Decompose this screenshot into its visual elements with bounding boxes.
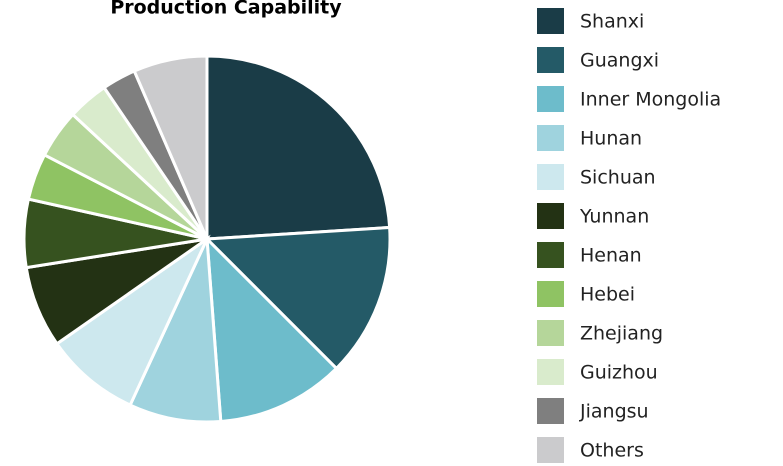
legend-swatch	[537, 242, 564, 268]
legend-swatch	[537, 398, 564, 424]
legend-label: Zhejiang	[580, 323, 663, 345]
legend-swatch	[537, 281, 564, 307]
legend-label: Guangxi	[580, 50, 659, 72]
pie-slice	[54, 234, 211, 408]
pie-slice	[203, 225, 392, 371]
legend-swatch	[537, 164, 564, 190]
legend-label: Hunan	[580, 128, 642, 150]
legend-label: Others	[580, 440, 644, 462]
legend-label: Yunnan	[579, 206, 649, 228]
legend-label: Guizhou	[580, 362, 658, 384]
chart-title: Production Capability	[110, 0, 342, 19]
legend-swatch	[537, 8, 564, 34]
pie-slice	[132, 54, 209, 240]
pie-slice	[205, 54, 392, 241]
legend-swatch	[537, 359, 564, 385]
legend-label: Inner Mongolia	[580, 89, 721, 111]
legend-swatch	[537, 203, 564, 229]
legend-label: Shanxi	[580, 11, 644, 33]
legend-label: Hebei	[580, 284, 635, 306]
legend-swatch	[537, 320, 564, 346]
legend-swatch	[537, 125, 564, 151]
legend-swatch	[537, 437, 564, 463]
pie-slice	[128, 233, 223, 424]
legend-label: Sichuan	[580, 167, 656, 189]
pie-slice	[205, 235, 339, 424]
legend-swatch	[537, 47, 564, 73]
legend-label: Jiangsu	[579, 401, 649, 423]
legend-swatch	[537, 86, 564, 112]
legend-label: Henan	[580, 245, 642, 267]
